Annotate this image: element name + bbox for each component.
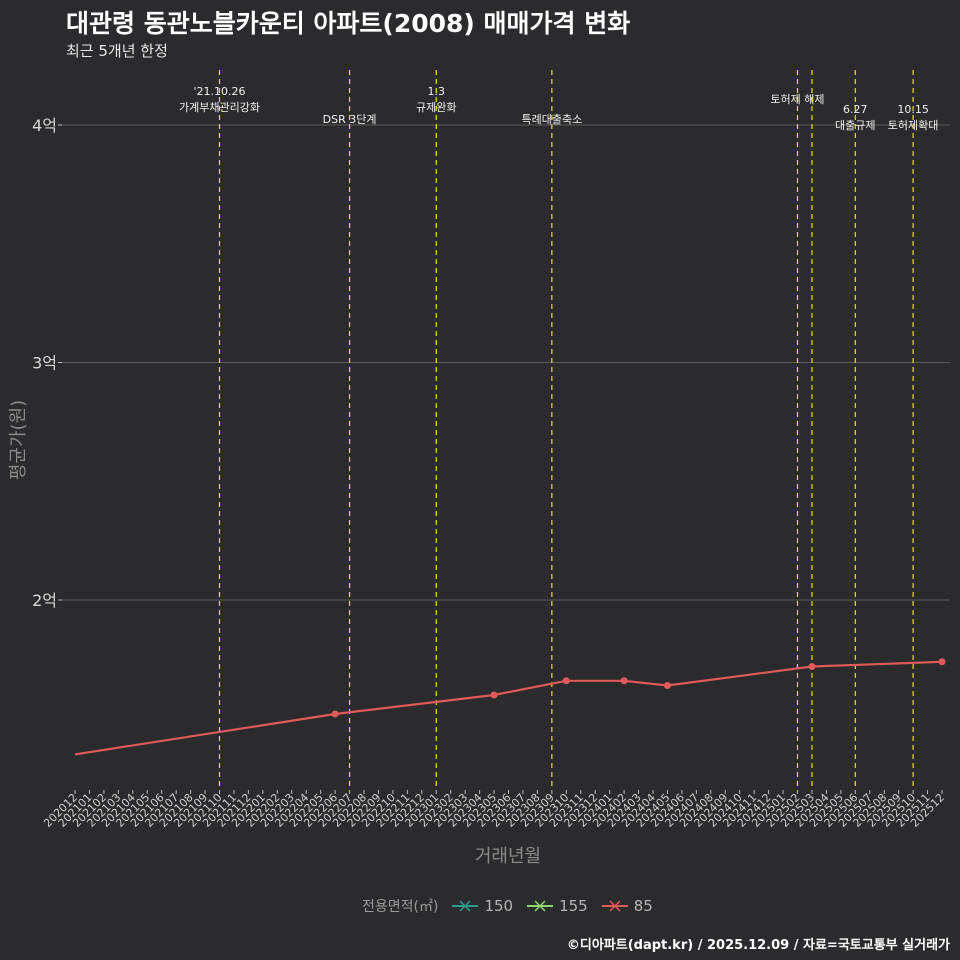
y-tick-label: 3억 [32,354,57,373]
legend-title: 전용면적(㎡) [362,899,439,915]
legend-item-85: 85 [601,897,653,915]
legend-label-85: 85 [633,897,653,915]
event-label: 6.27 [843,103,868,116]
data-point [562,677,570,685]
event-label: 토허제 해제 [770,92,824,106]
y-axis-label: 평균가(원) [8,399,29,481]
footer-credit: ©디아파트(dapt.kr) / 2025.12.09 / 자료=국토교통부 실… [566,938,950,953]
legend-key-85-icon [601,900,628,912]
data-point [620,677,628,685]
series-line-85 [74,660,943,756]
legend-item-155: 155 [527,897,588,915]
legend-key-155-icon [527,900,554,912]
legend-label-155: 155 [559,897,588,915]
event-label: 대출규제 [835,119,875,132]
event-label: '21.10.26 [193,85,245,98]
y-axis-ticks: 2억 3억 4억 [32,116,62,610]
data-point [490,691,498,699]
y-tick-label: 4억 [32,116,57,135]
event-label: 토허제확대 [888,119,939,132]
data-point [938,658,946,666]
event-label: 규제완화 [416,101,456,114]
x-axis-label: 거래년월 [474,846,542,867]
legend-item-150: 150 [452,897,513,915]
data-point [663,682,671,689]
event-label: 1.3 [428,85,446,98]
grid-lines [62,124,950,601]
event-label: DSR 3단계 [323,113,377,126]
event-label: 가계부채관리강화 [179,101,260,114]
legend: 전용면적(㎡) 150 155 85 [362,896,653,916]
y-tick-label: 2억 [32,591,57,610]
series-lines [74,658,946,756]
event-label: 10.15 [897,103,929,116]
legend-label-150: 150 [484,897,514,915]
x-axis-ticks: 2020122021012021022021032021042021052021… [41,790,947,830]
chart-subtitle: 최근 5개년 한정 [66,42,168,60]
y-axis-label-wrap: 평균가(원) [4,370,30,510]
chart-title: 대관령 동관노블카운티 아파트(2008) 매매가격 변화 [66,9,631,38]
data-point [331,710,339,718]
data-point [808,663,816,670]
event-label: 특례대출축소 [521,113,582,126]
legend-key-150-icon [452,900,479,912]
